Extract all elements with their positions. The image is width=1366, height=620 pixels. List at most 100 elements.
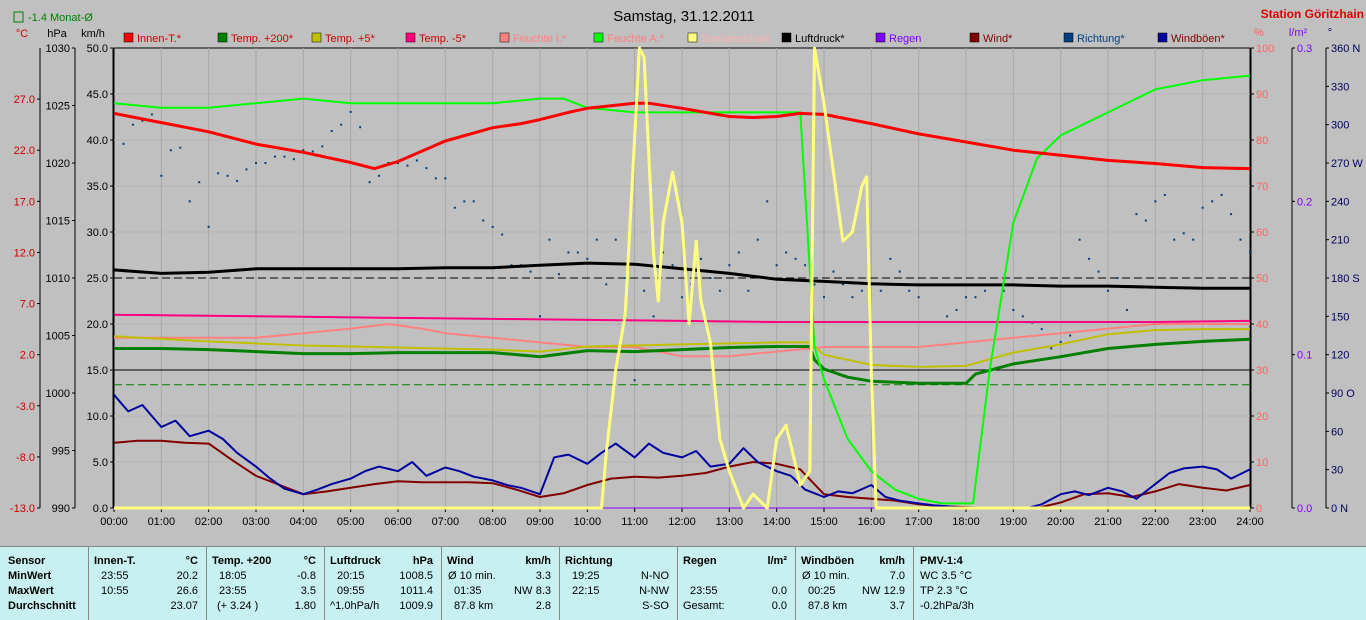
direction-point	[434, 177, 437, 180]
direction-point	[359, 126, 362, 129]
x-tick-label: 10:00	[574, 516, 602, 528]
direction-point	[141, 119, 144, 122]
direction-point	[1192, 238, 1195, 241]
stats-regen-title: Regen	[683, 555, 717, 567]
y-tick-label: 40.0	[87, 135, 108, 147]
direction-point	[340, 123, 343, 126]
direction-point	[567, 251, 570, 254]
y-tick-label: 0.0	[1297, 503, 1312, 515]
x-tick-label: 12:00	[668, 516, 696, 528]
y-tick-label: 90	[1256, 89, 1268, 101]
series-line	[113, 394, 1251, 509]
x-tick-label: 09:00	[526, 516, 554, 528]
y-tick-label: 0 N	[1331, 503, 1348, 515]
stats-regen-total-label: Gesamt:	[683, 600, 725, 612]
y-tick-label: 30	[1256, 365, 1268, 377]
y-tick-label: 30	[1331, 465, 1343, 477]
stats-luftdruck-avg-value: 1009.9	[399, 600, 433, 612]
unit-percent: %	[1254, 27, 1264, 39]
stats-wind-min-label: Ø 10 min.	[448, 570, 496, 582]
direction-point	[453, 206, 456, 209]
direction-point	[652, 315, 655, 318]
direction-point	[378, 174, 381, 177]
stats-temp200-column: Temp. +200 °C 18:05 -0.8 23:55 3.5 (+ 3.…	[207, 547, 325, 620]
direction-point	[245, 168, 248, 171]
direction-point	[804, 264, 807, 267]
x-tick-label: 06:00	[384, 516, 412, 528]
stats-boeen-column: Windböen km/h Ø 10 min. 7.0 00:25 NW 12.…	[796, 547, 914, 620]
stats-richtung-min-time: 19:25	[572, 570, 600, 582]
stats-pmv-pressure-trend: -0.2hPa/3h	[920, 600, 974, 612]
stats-boeen-min-value: 7.0	[889, 570, 905, 582]
stats-innen-max-time: 10:55	[101, 585, 129, 597]
direction-point	[737, 251, 740, 254]
stats-boeen-unit: km/h	[879, 555, 905, 567]
direction-point	[614, 238, 617, 241]
direction-point	[1173, 238, 1176, 241]
legend-label: Innen-T.*	[137, 33, 182, 45]
station-name: Station Göritzhain	[1261, 7, 1364, 21]
y-tick-label: 0	[1256, 503, 1262, 515]
stats-innen-min-time: 23:55	[101, 570, 129, 582]
direction-point	[255, 162, 257, 164]
y-tick-label: 90 O	[1331, 388, 1355, 400]
y-tick-label: 360 N	[1331, 43, 1360, 55]
y-tick-label: 990	[52, 503, 70, 515]
x-tick-label: 21:00	[1094, 516, 1122, 528]
y-tick-label: 120	[1331, 350, 1349, 362]
direction-point	[425, 167, 428, 170]
y-tick-label: 50.0	[87, 43, 108, 55]
y-tick-label: 60	[1256, 227, 1268, 239]
direction-point	[1125, 308, 1128, 311]
direction-point	[898, 270, 901, 273]
y-tick-label: 20.0	[87, 319, 108, 331]
stats-temp200-min-time: 18:05	[219, 570, 247, 582]
y-tick-label: -13.0	[10, 503, 35, 515]
direction-point	[595, 238, 598, 241]
legend-swatch	[499, 32, 510, 43]
y-tick-label: 10	[1256, 457, 1268, 469]
direction-point	[226, 174, 229, 177]
legend-swatch	[311, 32, 322, 43]
direction-point	[311, 150, 314, 153]
direction-point	[1021, 315, 1024, 318]
stats-sensor-column: Sensor MinWert MaxWert Durchschnitt	[0, 547, 89, 620]
legend-swatch	[123, 32, 134, 43]
direction-point	[160, 174, 163, 177]
x-tick-label: 01:00	[148, 516, 176, 528]
direction-point	[349, 110, 352, 113]
y-tick-label: 1010	[46, 273, 70, 285]
y-tick-label: 22.0	[14, 145, 35, 157]
stats-temp200-title: Temp. +200	[212, 555, 272, 567]
legend-swatch	[1063, 32, 1074, 43]
unit-celsius: °C	[16, 28, 28, 40]
direction-point	[728, 264, 731, 267]
direction-point	[236, 179, 239, 182]
stats-temp200-unit: °C	[303, 555, 316, 567]
series-line	[114, 337, 1251, 385]
direction-point	[482, 219, 485, 222]
direction-point	[557, 273, 560, 276]
x-tick-label: 04:00	[290, 516, 318, 528]
x-tick-label: 03:00	[242, 516, 270, 528]
y-tick-label: 25.0	[87, 273, 108, 285]
legend-swatch	[593, 32, 604, 43]
stats-luftdruck-max-time: 09:55	[337, 585, 365, 597]
direction-point	[292, 158, 295, 161]
direction-point	[1107, 289, 1109, 292]
x-tick-label: 16:00	[858, 516, 886, 528]
stats-pmv-title: PMV-1:4	[920, 555, 963, 567]
direction-point	[633, 379, 636, 382]
direction-point	[1012, 308, 1015, 311]
y-tick-label: 20	[1256, 411, 1268, 423]
y-tick-label: -3.0	[16, 401, 35, 413]
stats-richtung-max-time: 22:15	[572, 585, 600, 597]
series-line	[113, 74, 1251, 505]
direction-point	[217, 172, 220, 175]
stats-wind-max-value: 8.3	[535, 585, 551, 597]
direction-point	[179, 146, 182, 149]
y-tick-label: 80	[1256, 135, 1268, 147]
direction-point	[756, 238, 759, 241]
month-avg-icon	[13, 11, 24, 23]
stats-wind-column: Wind km/h Ø 10 min. 3.3 01:35 NW 8.3 87.…	[442, 547, 560, 620]
